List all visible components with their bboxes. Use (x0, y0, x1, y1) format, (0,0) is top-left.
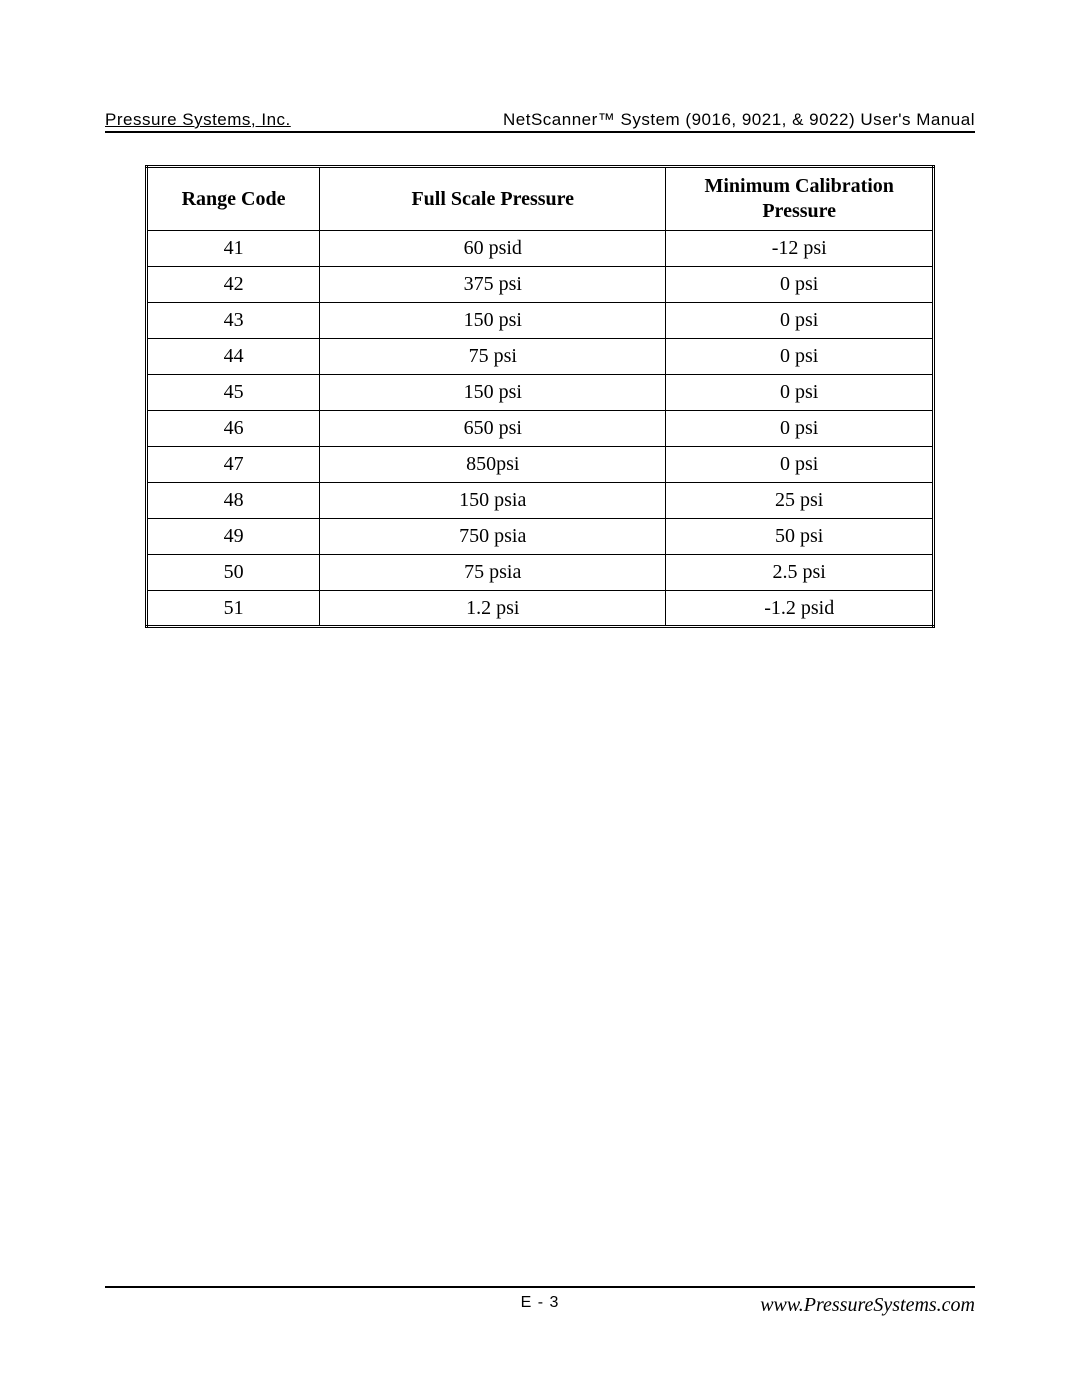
cell-full-scale-pressure: 375 psi (320, 267, 666, 303)
col-header-range-code: Range Code (147, 167, 320, 231)
cell-range-code: 47 (147, 447, 320, 483)
cell-min-calibration-pressure: 25 psi (666, 483, 934, 519)
cell-full-scale-pressure: 75 psia (320, 555, 666, 591)
cell-full-scale-pressure: 150 psi (320, 303, 666, 339)
col-header-full-scale-pressure: Full Scale Pressure (320, 167, 666, 231)
page-footer: E - 3 www.PressureSystems.com (105, 1286, 975, 1317)
footer-page-number: E - 3 (105, 1294, 975, 1312)
table-body: 4160 psid-12 psi42375 psi0 psi43150 psi0… (147, 231, 934, 627)
cell-range-code: 46 (147, 411, 320, 447)
cell-full-scale-pressure: 650 psi (320, 411, 666, 447)
range-code-table: Range Code Full Scale Pressure Minimum C… (145, 165, 935, 628)
cell-min-calibration-pressure: 0 psi (666, 375, 934, 411)
cell-full-scale-pressure: 150 psi (320, 375, 666, 411)
table-row: 46650 psi0 psi (147, 411, 934, 447)
cell-min-calibration-pressure: 0 psi (666, 447, 934, 483)
cell-range-code: 48 (147, 483, 320, 519)
cell-min-calibration-pressure: 0 psi (666, 267, 934, 303)
range-code-table-wrap: Range Code Full Scale Pressure Minimum C… (145, 165, 935, 628)
table-row: 49750 psia50 psi (147, 519, 934, 555)
cell-range-code: 43 (147, 303, 320, 339)
cell-full-scale-pressure: 1.2 psi (320, 591, 666, 627)
table-row: 4160 psid-12 psi (147, 231, 934, 267)
header-manual-title: NetScanner™ System (9016, 9021, & 9022) … (503, 110, 975, 130)
cell-range-code: 41 (147, 231, 320, 267)
cell-min-calibration-pressure: 50 psi (666, 519, 934, 555)
table-header-row: Range Code Full Scale Pressure Minimum C… (147, 167, 934, 231)
table-row: 43150 psi0 psi (147, 303, 934, 339)
cell-range-code: 42 (147, 267, 320, 303)
table-row: 48150 psia25 psi (147, 483, 934, 519)
table-row: 4475 psi0 psi (147, 339, 934, 375)
cell-min-calibration-pressure: 0 psi (666, 339, 934, 375)
header-company: Pressure Systems, Inc. (105, 110, 291, 130)
cell-range-code: 49 (147, 519, 320, 555)
cell-min-calibration-pressure: 0 psi (666, 303, 934, 339)
cell-range-code: 51 (147, 591, 320, 627)
cell-min-calibration-pressure: -12 psi (666, 231, 934, 267)
table-row: 511.2 psi-1.2 psid (147, 591, 934, 627)
col-header-min-calibration-pressure: Minimum Calibration Pressure (666, 167, 934, 231)
table-row: 5075 psia2.5 psi (147, 555, 934, 591)
cell-full-scale-pressure: 150 psia (320, 483, 666, 519)
cell-range-code: 44 (147, 339, 320, 375)
cell-full-scale-pressure: 850psi (320, 447, 666, 483)
cell-full-scale-pressure: 750 psia (320, 519, 666, 555)
page: Pressure Systems, Inc. NetScanner™ Syste… (0, 0, 1080, 1397)
cell-range-code: 45 (147, 375, 320, 411)
table-row: 47850psi0 psi (147, 447, 934, 483)
table-row: 42375 psi0 psi (147, 267, 934, 303)
footer-row: E - 3 www.PressureSystems.com (105, 1294, 975, 1317)
cell-min-calibration-pressure: 2.5 psi (666, 555, 934, 591)
cell-min-calibration-pressure: 0 psi (666, 411, 934, 447)
cell-full-scale-pressure: 60 psid (320, 231, 666, 267)
footer-rule (105, 1286, 975, 1288)
cell-range-code: 50 (147, 555, 320, 591)
page-header: Pressure Systems, Inc. NetScanner™ Syste… (105, 110, 975, 133)
cell-min-calibration-pressure: -1.2 psid (666, 591, 934, 627)
cell-full-scale-pressure: 75 psi (320, 339, 666, 375)
table-row: 45150 psi0 psi (147, 375, 934, 411)
